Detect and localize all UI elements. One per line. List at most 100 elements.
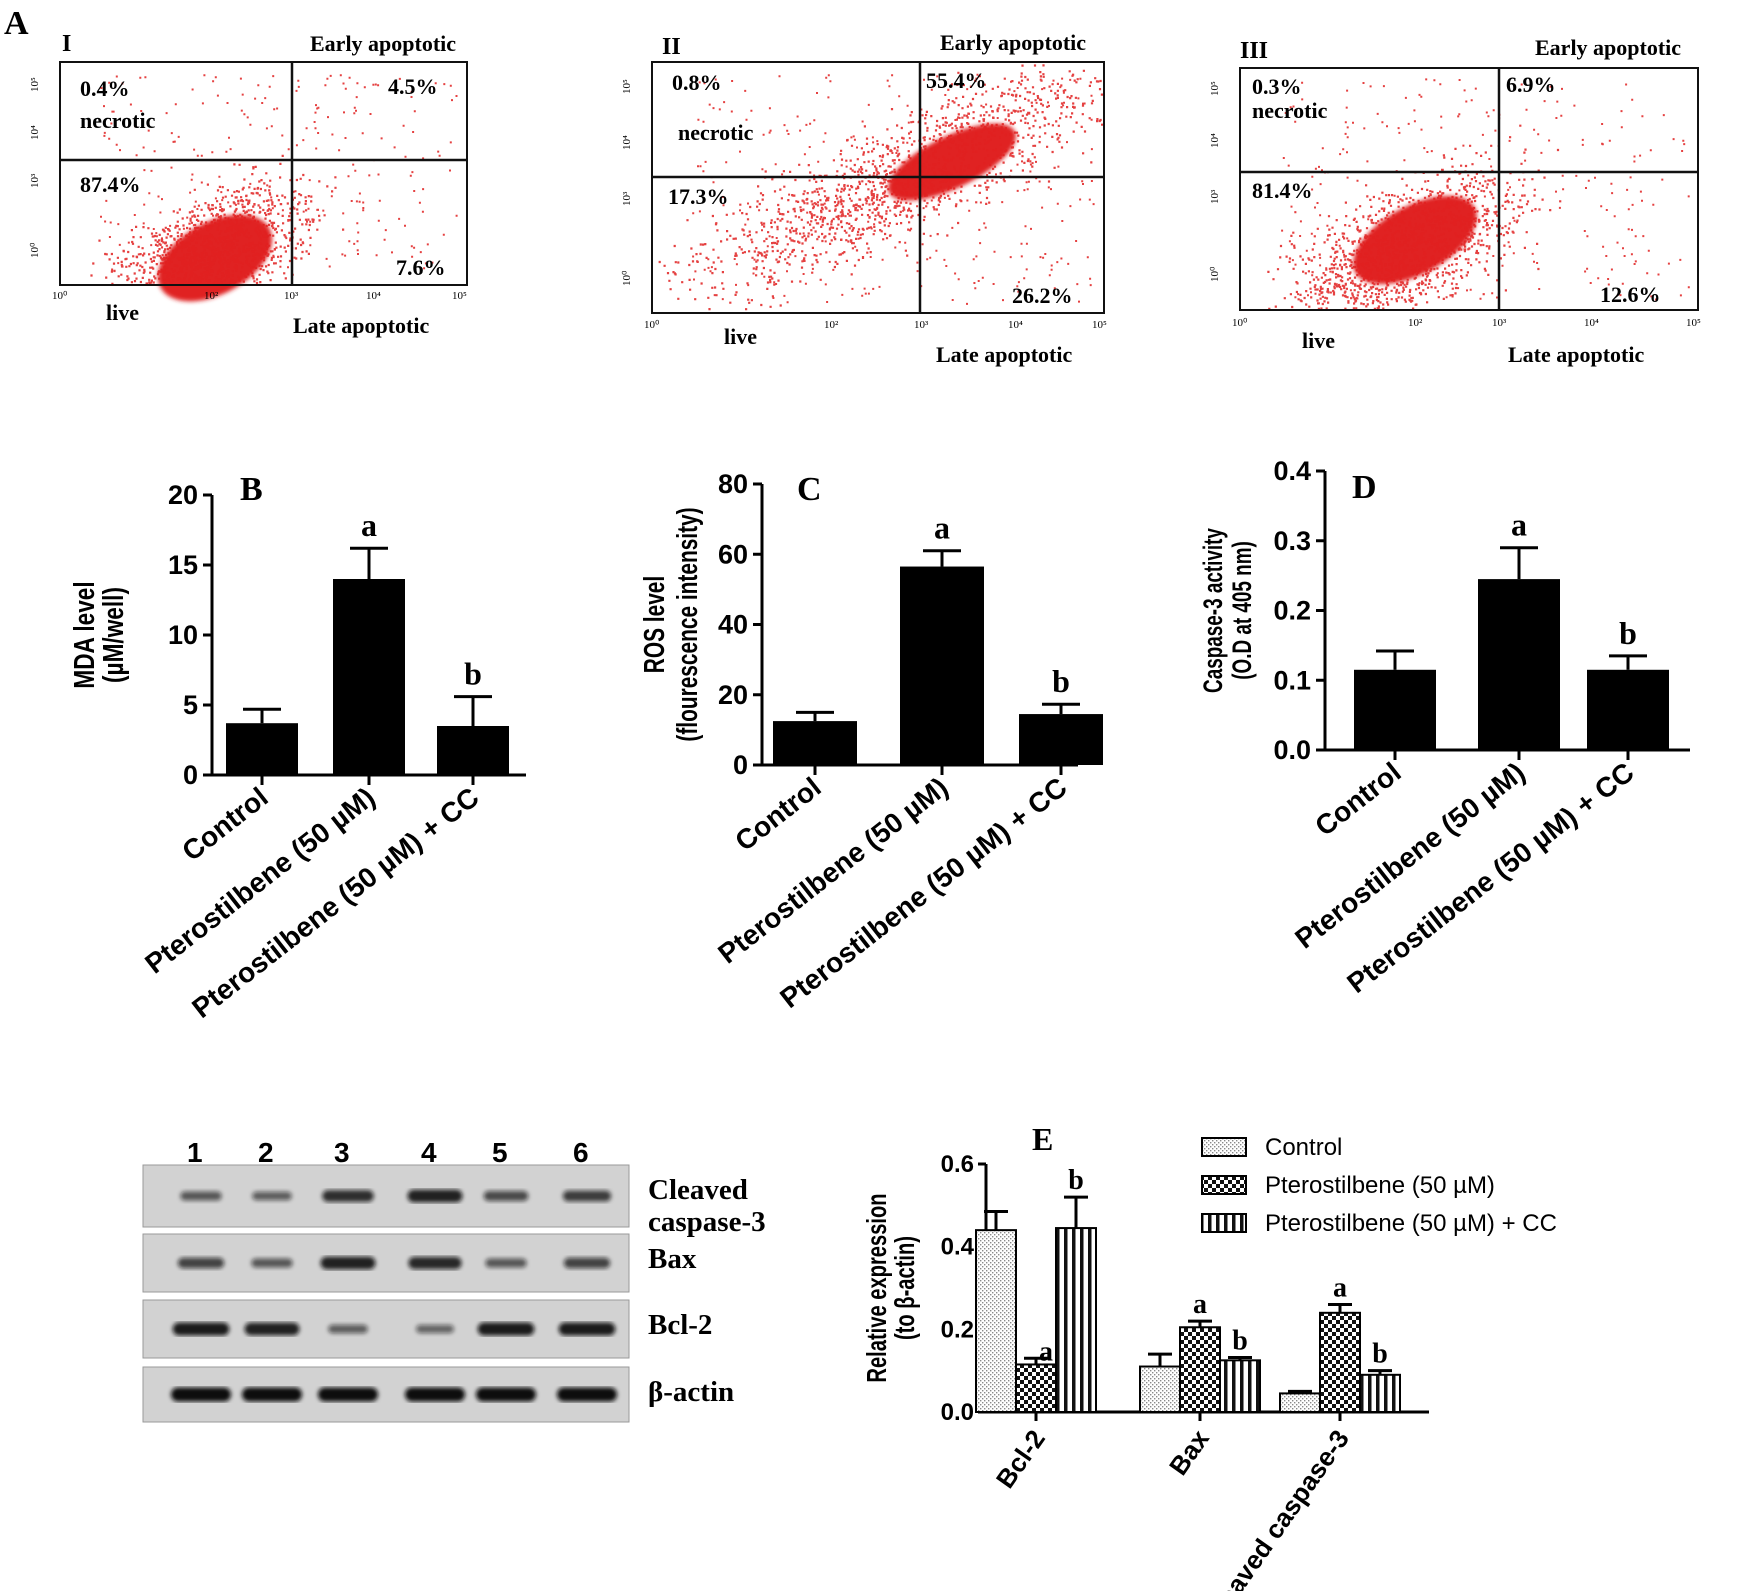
blot-band: [416, 1324, 454, 1334]
significance-mark: b: [464, 656, 482, 692]
live-label: live: [106, 300, 139, 325]
flow-dots: [90, 74, 458, 302]
x-tick: 10⁵: [452, 290, 467, 302]
x-tick-labels: 10⁰ 10² 10³ 10⁴ 10⁵: [644, 319, 1107, 331]
blot-row-label: caspase-3: [648, 1206, 766, 1238]
blot-band: [172, 1322, 230, 1336]
y-tick-label: 15: [168, 550, 198, 580]
x-tick: 10⁴: [366, 290, 381, 302]
y-axis-label: (to β-actin): [890, 1236, 921, 1340]
blot-band: [171, 1387, 231, 1402]
bar: [773, 721, 857, 765]
blot-band: [322, 1190, 374, 1202]
y-tick: 10³: [29, 173, 41, 188]
y-tick-label: 40: [718, 610, 748, 640]
early-pct: 6.9%: [1506, 72, 1556, 97]
blot-row-label: β-actin: [648, 1376, 734, 1408]
bar: [1219, 1359, 1261, 1414]
bar: [1359, 1373, 1401, 1414]
y-tick: 10³: [1209, 189, 1221, 204]
y-tick-label: 0.2: [1273, 596, 1311, 626]
y-tick-label: 5: [183, 690, 198, 720]
x-tick: 10⁴: [1008, 319, 1023, 331]
y-tick-label: 0.1: [1273, 665, 1311, 695]
category-label: Control: [1309, 756, 1407, 842]
y-tick: 10⁴: [29, 125, 41, 140]
blot-row-label: Cleaved: [648, 1174, 748, 1206]
bar: [1019, 714, 1103, 765]
blot-band: [252, 1191, 292, 1201]
live-pct: 81.4%: [1252, 178, 1313, 203]
flow-dots: [1267, 78, 1690, 311]
x-tick: 10²: [824, 319, 839, 331]
panel-letter-c: C: [797, 471, 822, 508]
significance-mark: a: [934, 510, 950, 546]
blot-band: [562, 1190, 612, 1202]
live-pct: 17.3%: [668, 184, 729, 209]
blot-band: [407, 1189, 463, 1203]
live-label: live: [1302, 328, 1335, 353]
y-tick-label: 0.2: [941, 1316, 974, 1343]
bar: [900, 566, 984, 765]
necrotic-label: necrotic: [678, 120, 754, 145]
y-tick-label: 0: [183, 760, 198, 790]
y-tick: 10⁰: [29, 242, 41, 258]
blot-strip: [142, 1164, 630, 1228]
blot-row-label: Bax: [648, 1243, 697, 1275]
y-axis-label: Relative expression: [862, 1193, 893, 1382]
panel-letter-a: A: [4, 5, 29, 42]
significance-mark: b: [1619, 615, 1637, 651]
y-tick-label: 0: [733, 750, 748, 780]
plot-label: I: [62, 31, 71, 57]
x-tick: 10⁰: [644, 319, 660, 331]
early-pct: 4.5%: [388, 74, 438, 99]
category-label: cleaved caspase-3: [1199, 1424, 1355, 1591]
y-tick-labels: 10⁰ 10³ 10⁴ 10⁵: [29, 77, 41, 258]
x-tick: 10²: [204, 290, 219, 302]
blot-band: [477, 1322, 535, 1336]
late-pct: 7.6%: [396, 255, 446, 280]
necrotic-pct: 0.4%: [80, 76, 130, 101]
x-tick: 10²: [1408, 317, 1423, 329]
early-pct: 55.4%: [926, 68, 987, 93]
late-label: Late apoptotic: [293, 313, 430, 338]
y-tick-label: 80: [718, 469, 748, 499]
legend-swatch: [1201, 1175, 1247, 1195]
blot-band: [242, 1387, 302, 1402]
legend-swatch: [1201, 1213, 1247, 1233]
necrotic-label: necrotic: [1252, 98, 1328, 123]
bar: [226, 723, 298, 775]
blot-row-label: Bcl-2: [648, 1309, 712, 1341]
panel-letter-e: E: [1032, 1121, 1053, 1157]
blot-band: [180, 1191, 222, 1201]
blot-band: [483, 1191, 529, 1201]
lane-number: 2: [258, 1137, 274, 1168]
y-tick-label: 0.3: [1273, 526, 1311, 556]
live-pct: 87.4%: [80, 172, 141, 197]
bar: [1587, 669, 1669, 750]
y-axis-label: Caspase-3 activity: [1198, 528, 1228, 693]
significance-mark: a: [1193, 1289, 1207, 1320]
y-tick: 10⁵: [29, 77, 41, 92]
category-label: Bcl-2: [990, 1424, 1051, 1493]
bar: [1179, 1326, 1221, 1414]
flow-plot-1: I Early apoptotic 0.4% necrotic 4.5% 87.…: [29, 31, 468, 338]
y-axis-label: MDA level: [67, 581, 100, 688]
live-label: live: [724, 324, 757, 349]
bar: [1139, 1365, 1181, 1413]
y-tick-label: 0.4: [941, 1234, 975, 1261]
flow-plot-2: II Early apoptotic 0.8% necrotic 55.4% 1…: [621, 30, 1107, 367]
necrotic-label: necrotic: [80, 108, 156, 133]
x-tick-labels: 10⁰ 10² 10³ 10⁴ 10⁵: [1232, 317, 1701, 329]
y-tick-label: 0.6: [941, 1151, 974, 1178]
y-tick: 10⁴: [1209, 133, 1221, 148]
flow-plot-3: III Early apoptotic 0.3% necrotic 6.9% 8…: [1209, 35, 1701, 367]
bar: [437, 726, 509, 775]
x-tick-labels: 10⁰ 10² 10³ 10⁴ 10⁵: [52, 290, 467, 302]
y-tick: 10⁰: [1209, 266, 1221, 282]
x-tick: 10⁴: [1584, 317, 1599, 329]
significance-mark: a: [1039, 1336, 1053, 1367]
panel-letter-b: B: [240, 471, 263, 508]
